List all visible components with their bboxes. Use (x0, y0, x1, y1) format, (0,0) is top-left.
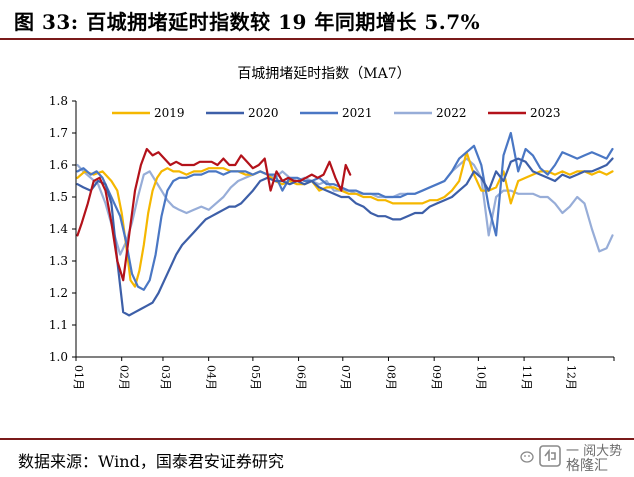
x-tick-label: 12月 (564, 365, 577, 390)
watermark: 一 阅大势 格隆汇 (520, 440, 630, 474)
legend-label-2023: 2023 (530, 106, 561, 120)
legend-label-2020: 2020 (248, 106, 279, 120)
legend: 2019 2020 2021 2022 2023 (112, 106, 561, 120)
series-layer (76, 131, 614, 317)
x-tick-label: 01月 (72, 365, 85, 390)
watermark-line1: 一 阅大势 (566, 444, 623, 459)
legend-label-2019: 2019 (154, 106, 185, 120)
y-tick-label: 1.6 (49, 158, 68, 172)
legend-label-2022: 2022 (436, 106, 467, 120)
y-tick-label: 1.7 (49, 126, 68, 140)
series-line-2019 (76, 151, 614, 288)
bottom-border (0, 438, 634, 440)
y-tick-label: 1.4 (49, 222, 68, 236)
x-tick-label: 05月 (249, 365, 262, 390)
y-tick-label: 1.8 (49, 94, 68, 108)
y-tick-label: 1.5 (49, 190, 68, 204)
x-tick-label: 10月 (474, 365, 487, 390)
chart-title: 百城拥堵延时指数（MA7） (237, 66, 410, 82)
y-tick-label: 1.0 (49, 350, 68, 364)
series-line-2021 (76, 131, 614, 291)
x-tick-label: 07月 (339, 365, 352, 390)
source-note: 数据来源：Wind，国泰君安证券研究 (18, 452, 284, 471)
top-border (0, 38, 634, 40)
y-tick-label: 1.1 (49, 318, 68, 332)
x-tick-label: 04月 (205, 365, 218, 390)
wechat-icon (520, 451, 534, 463)
watermark-line2: 格隆汇 (566, 458, 608, 474)
y-tick-label: 1.2 (49, 286, 68, 300)
gelonghui-logo-icon (539, 445, 561, 467)
x-tick-label: 08月 (384, 365, 397, 390)
x-tick-label: 09月 (430, 365, 443, 390)
x-tick-label: 11月 (520, 365, 533, 390)
x-tick-label: 03月 (159, 365, 172, 390)
figure-title: 图 33: 百城拥堵延时指数较 19 年同期增长 5.7% (14, 10, 481, 34)
series-line-2022 (76, 157, 614, 256)
x-tick-label: 02月 (118, 365, 131, 390)
legend-label-2021: 2021 (342, 106, 373, 120)
y-tick-label: 1.3 (49, 254, 68, 268)
chart: 百城拥堵延时指数（MA7） 1.01.11.21.31.41.51.61.71.… (49, 66, 615, 390)
chart-axes: 1.0 1.1 1.2 1.3 1.4 1.5 1.6 1.7 1.8 01月 02月 03月 04月 0… (49, 94, 615, 390)
series-line-2023 (76, 147, 352, 282)
series-line-2020 (76, 157, 614, 317)
x-tick-label: 06月 (295, 365, 308, 390)
